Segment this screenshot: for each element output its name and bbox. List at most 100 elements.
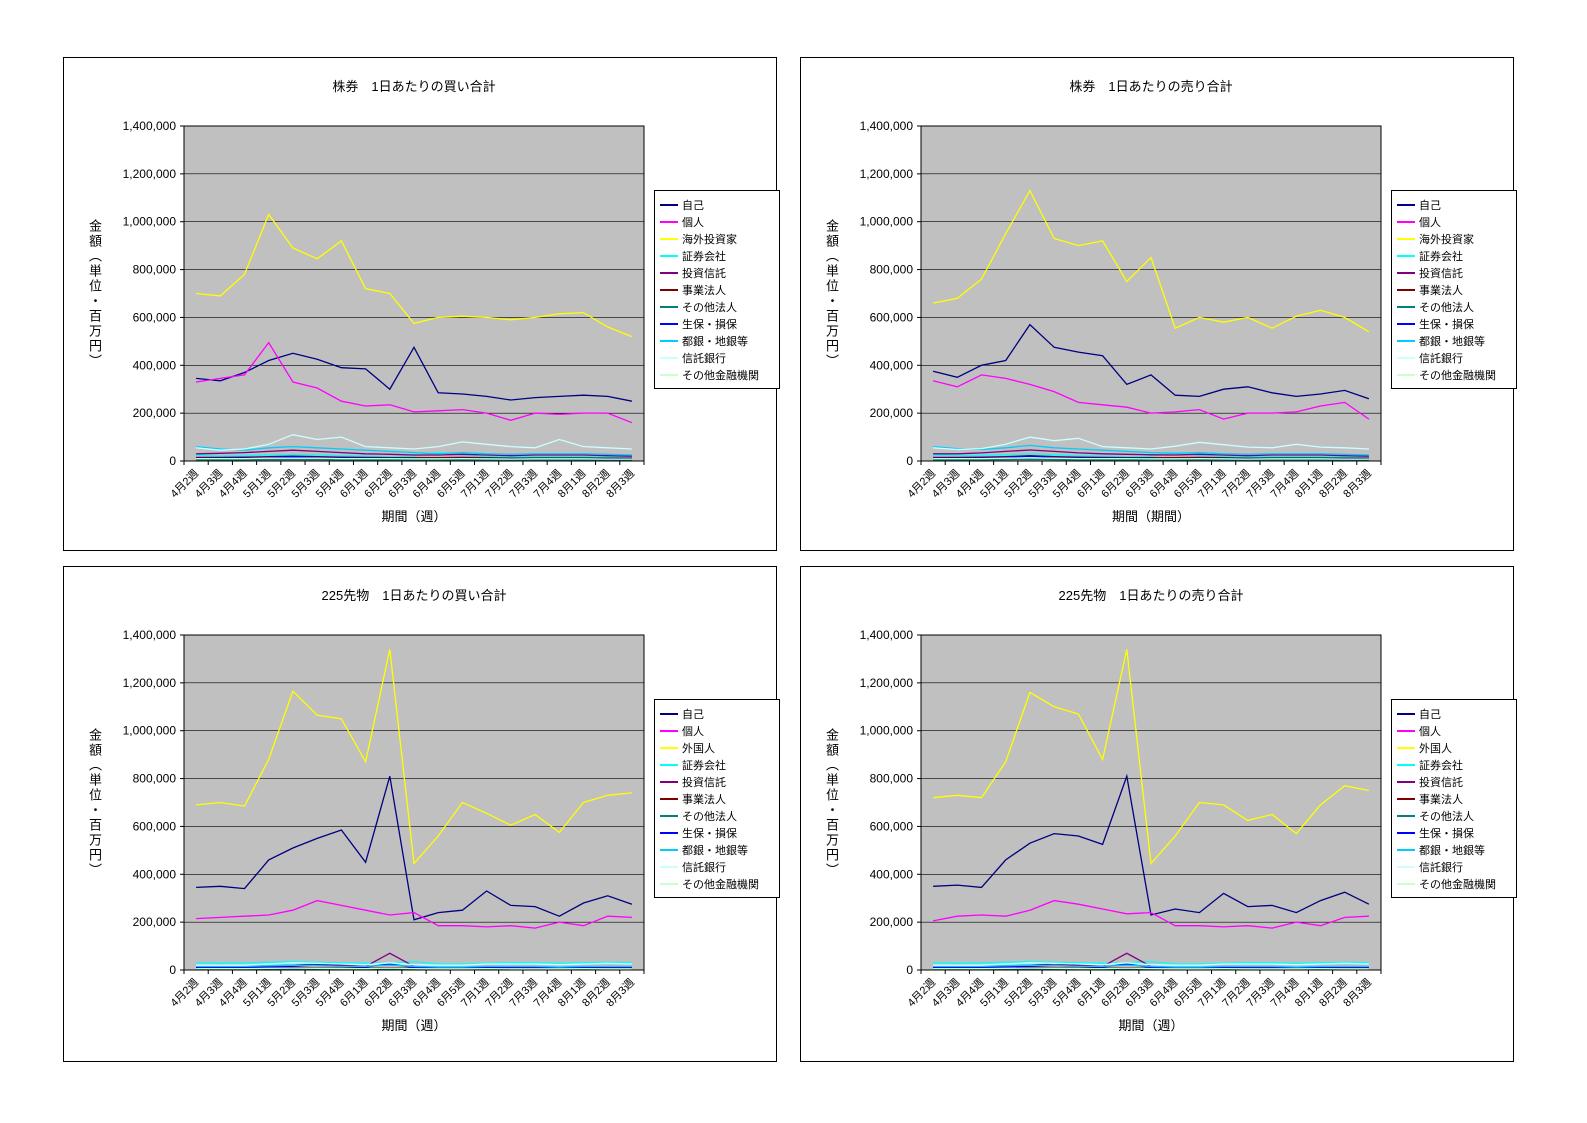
x-axis-label: 期間（週） <box>381 509 447 524</box>
chart-panel-stocks-sell: 0 200,000 400,000 600,000 800,000 1,000,000 1,… <box>800 57 1517 551</box>
legend-line-marker <box>1397 848 1415 851</box>
legend-line-marker <box>660 848 678 851</box>
legend-line-marker <box>660 865 678 868</box>
legend-item: 事業法人 <box>658 281 776 298</box>
legend-item: その他法人 <box>1395 807 1513 824</box>
legend-line-marker <box>1397 763 1415 766</box>
legend-item: 外国人 <box>1395 739 1513 756</box>
legend: 自己 個人 海外投資家 証券会社 投資信託 事業法人 その他法人 生保・損保 都銀・地銀等 信託銀… <box>654 190 780 389</box>
legend-line-marker <box>1397 339 1415 342</box>
x-axis-label: 期間（週） <box>381 1018 447 1033</box>
legend-item: 生保・損保 <box>1395 824 1513 841</box>
legend-line-marker <box>1397 729 1415 732</box>
svg-text:600,000: 600,000 <box>133 819 177 833</box>
legend-label: 個人 <box>1419 725 1441 738</box>
legend-item: 生保・損保 <box>1395 315 1513 332</box>
legend-label: 生保・損保 <box>682 318 737 331</box>
legend-label: 海外投資家 <box>682 233 737 246</box>
legend: 自己 個人 海外投資家 証券会社 投資信託 事業法人 その他法人 生保・損保 都銀・地銀等 信託銀… <box>1391 190 1517 389</box>
legend-item: 個人 <box>658 213 776 230</box>
legend-item: 投資信託 <box>1395 773 1513 790</box>
svg-text:800,000: 800,000 <box>133 263 177 277</box>
legend-label: 事業法人 <box>1419 284 1463 297</box>
legend-label: 外国人 <box>682 742 715 755</box>
svg-text:400,000: 400,000 <box>870 867 914 881</box>
legend-label: 信託銀行 <box>682 352 726 365</box>
legend-label: 事業法人 <box>1419 793 1463 806</box>
legend-label: 証券会社 <box>682 759 726 772</box>
svg-text:400,000: 400,000 <box>870 358 914 372</box>
legend-label: 自己 <box>682 708 704 721</box>
svg-text:1,000,000: 1,000,000 <box>123 724 177 738</box>
svg-text:800,000: 800,000 <box>870 263 914 277</box>
legend-line-marker <box>660 780 678 783</box>
legend-label: 証券会社 <box>682 250 726 263</box>
legend-line-marker <box>660 203 678 206</box>
legend-line-marker <box>1397 831 1415 834</box>
legend-item: 証券会社 <box>658 247 776 264</box>
legend-line-marker <box>1397 797 1415 800</box>
legend-item: 個人 <box>1395 213 1513 230</box>
svg-text:800,000: 800,000 <box>870 772 914 786</box>
svg-text:600,000: 600,000 <box>870 819 914 833</box>
legend-line-marker <box>1397 305 1415 308</box>
legend-line-marker <box>660 305 678 308</box>
legend-line-marker <box>660 712 678 715</box>
svg-text:0: 0 <box>906 454 913 468</box>
legend-item: 信託銀行 <box>658 349 776 366</box>
svg-text:1,200,000: 1,200,000 <box>860 167 914 181</box>
legend-item: その他金融機関 <box>658 875 776 892</box>
legend-line-marker <box>660 322 678 325</box>
legend-item: 証券会社 <box>1395 756 1513 773</box>
svg-text:1,000,000: 1,000,000 <box>123 215 177 229</box>
svg-text:800,000: 800,000 <box>133 772 177 786</box>
legend-item: 自己 <box>658 705 776 722</box>
svg-text:1,000,000: 1,000,000 <box>860 215 914 229</box>
legend-line-marker <box>1397 882 1415 885</box>
plot-area: 0 200,000 400,000 600,000 800,000 1,000,000 1,… <box>64 567 776 1061</box>
svg-text:1,400,000: 1,400,000 <box>860 628 914 642</box>
legend-line-marker <box>660 797 678 800</box>
legend-line-marker <box>1397 220 1415 223</box>
legend-label: その他法人 <box>682 810 737 823</box>
legend-item: 都銀・地銀等 <box>658 332 776 349</box>
svg-text:1,400,000: 1,400,000 <box>860 119 914 133</box>
legend-line-marker <box>660 729 678 732</box>
legend-item: 自己 <box>658 196 776 213</box>
legend-label: 信託銀行 <box>682 861 726 874</box>
svg-text:200,000: 200,000 <box>870 406 914 420</box>
legend-label: 外国人 <box>1419 742 1452 755</box>
svg-text:0: 0 <box>906 963 913 977</box>
legend-line-marker <box>1397 322 1415 325</box>
legend-item: 証券会社 <box>658 756 776 773</box>
legend-line-marker <box>660 271 678 274</box>
legend-label: 証券会社 <box>1419 759 1463 772</box>
legend-item: 事業法人 <box>1395 790 1513 807</box>
legend-label: 個人 <box>1419 216 1441 229</box>
legend-item: 海外投資家 <box>658 230 776 247</box>
legend-item: 事業法人 <box>658 790 776 807</box>
legend-label: 都銀・地銀等 <box>1419 335 1485 348</box>
svg-text:0: 0 <box>169 454 176 468</box>
legend-label: 都銀・地銀等 <box>1419 844 1485 857</box>
chart-title: 225先物 1日あたりの売り合計 <box>1058 588 1244 603</box>
legend-item: 個人 <box>1395 722 1513 739</box>
legend-item: 事業法人 <box>1395 281 1513 298</box>
legend-label: 信託銀行 <box>1419 352 1463 365</box>
chart-title: 株券 1日あたりの買い合計 <box>332 79 496 94</box>
svg-text:1,200,000: 1,200,000 <box>123 167 177 181</box>
legend-line-marker <box>660 831 678 834</box>
legend-line-marker <box>1397 814 1415 817</box>
y-axis-label: 金額（単位・百万円） <box>87 727 102 878</box>
legend-label: その他法人 <box>1419 810 1474 823</box>
legend-item: 証券会社 <box>1395 247 1513 264</box>
legend-item: 都銀・地銀等 <box>658 841 776 858</box>
legend-item: 都銀・地銀等 <box>1395 841 1513 858</box>
legend-line-marker <box>1397 203 1415 206</box>
legend-item: 個人 <box>658 722 776 739</box>
chart-panel-stocks-buy: 0 200,000 400,000 600,000 800,000 1,000,000 1,… <box>63 57 780 551</box>
svg-text:200,000: 200,000 <box>870 915 914 929</box>
svg-text:600,000: 600,000 <box>133 310 177 324</box>
legend-line-marker <box>660 339 678 342</box>
legend-line-marker <box>660 254 678 257</box>
